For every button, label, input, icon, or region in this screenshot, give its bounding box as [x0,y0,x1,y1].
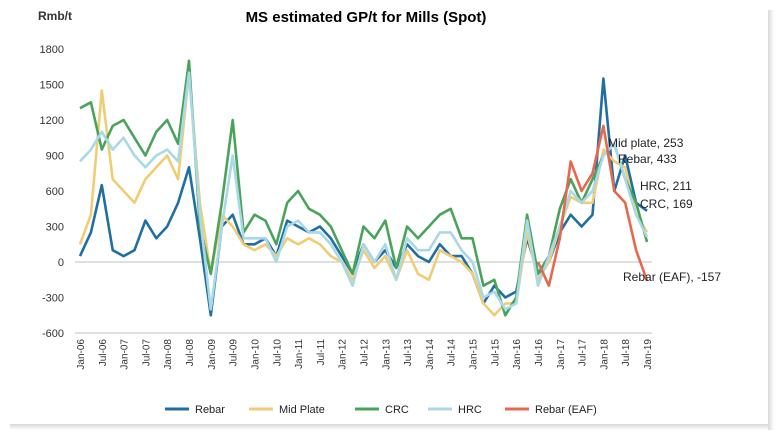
x-tick-label: Jan-15 [469,339,480,370]
y-tick-label: 0 [58,257,64,269]
y-tick-label: -600 [42,328,64,340]
annotation-label: CRC, 169 [640,197,693,211]
y-tick-label: 300 [46,222,64,234]
y-tick-label: 1800 [40,44,64,56]
y-tick-label: 1200 [40,115,64,127]
frame-shadow-bottom [10,424,768,430]
series-line-hrc [79,71,649,311]
annotation-label: Rebar, 433 [618,152,677,166]
x-tick-label: Jan-14 [425,339,436,370]
x-tick-label: Jul-09 [229,339,240,367]
legend-label: Mid Plate [279,404,325,416]
series-layer [78,59,649,317]
series-line-rebar-eaf [536,124,649,287]
y-tick-label: 600 [46,186,64,198]
y-tick-label: 1500 [40,80,64,92]
x-axis-ticks: Jan-06 Jul-06 Jan-07 Jul-07 Jan-08 Jul-08 Jan-… [76,339,654,370]
x-tick-label: Jan-11 [294,339,305,369]
annotation-label: Mid plate, 253 [608,136,684,150]
x-tick-label: Jan-16 [512,339,523,370]
annotation-label: Rebar (EAF), -157 [623,270,721,284]
x-tick-label: Jan-13 [381,339,392,370]
x-tick-label: Jan-06 [76,339,87,370]
x-tick-label: Jan-19 [643,339,654,370]
y-axis-ticks: 1800 1500 1200 900 600 300 0 -300 -600 [40,44,64,340]
series-line-crc [79,59,649,317]
annotation-label: HRC, 211 [640,179,692,193]
x-tick-label: Jul-10 [272,339,283,367]
x-tick-label: Jul-12 [360,339,371,367]
y-axis-label: Rmb/t [38,9,72,23]
x-tick-label: Jan-08 [163,339,174,370]
x-tick-label: Jul-11 [316,339,327,366]
y-tick-label: -300 [42,293,64,305]
x-tick-label: Jul-16 [534,339,545,367]
x-tick-label: Jul-18 [621,339,632,367]
x-tick-label: Jan-07 [120,339,131,370]
x-tick-label: Jul-15 [490,339,501,367]
x-tick-label: Jan-12 [338,339,349,370]
x-tick-label: Jan-17 [556,339,567,370]
x-tick-label: Jul-07 [141,339,152,367]
series-line-rebar [78,77,648,317]
x-tick-label: Jul-08 [185,339,196,367]
legend-label: Rebar [195,404,225,416]
x-tick-label: Jan-10 [250,339,261,370]
legend-label: Rebar (EAF) [535,404,597,416]
y-tick-label: 900 [46,151,64,163]
x-tick-label: Jul-06 [98,339,109,367]
x-tick-label: Jul-17 [578,339,589,367]
legend-label: CRC [385,404,409,416]
frame-shadow-right [768,10,774,430]
legend: Rebar Mid Plate CRC HRC Rebar (EAF) [165,404,597,416]
series-line-mid-plate [78,71,649,317]
legend-label: HRC [458,404,482,416]
x-tick-label: Jan-18 [599,339,610,370]
x-tick-label: Jul-13 [403,339,414,367]
x-tick-label: Jan-09 [207,339,218,370]
annotations-layer: Mid plate, 253 Rebar, 433 HRC, 211 CRC, 169… [608,136,721,284]
chart-title: MS estimated GP/t for Mills (Spot) [246,9,487,26]
x-tick-label: Jul-14 [447,339,458,367]
